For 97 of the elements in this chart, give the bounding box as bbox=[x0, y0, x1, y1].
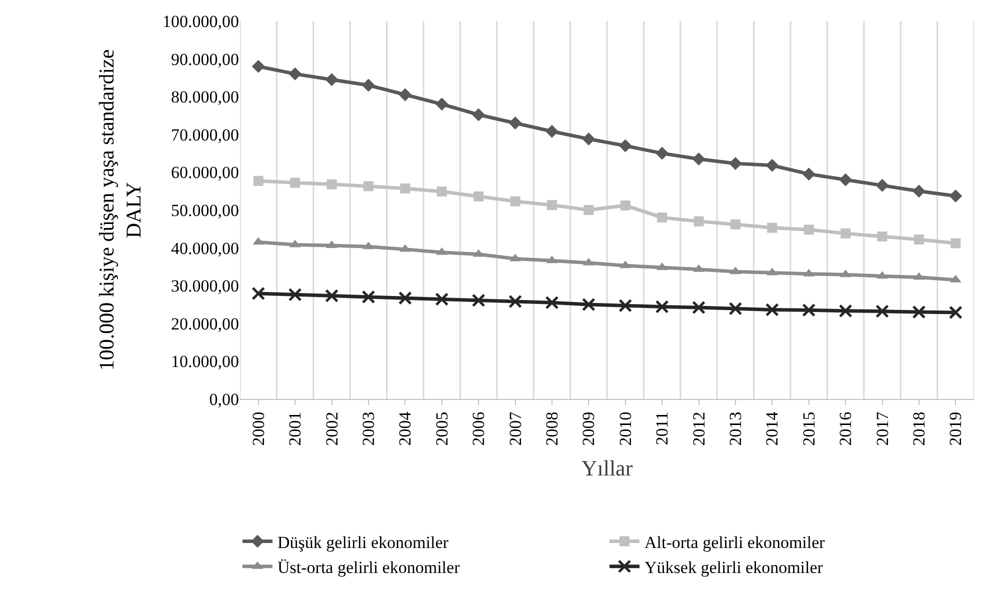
point bbox=[398, 291, 412, 305]
point bbox=[510, 196, 520, 206]
point bbox=[950, 238, 961, 248]
point bbox=[545, 296, 559, 310]
y-tick-label: 100.000,00 bbox=[162, 12, 239, 31]
point bbox=[766, 158, 779, 172]
point bbox=[474, 191, 484, 202]
point bbox=[252, 60, 265, 73]
x-tick-label: 2001 bbox=[286, 412, 305, 446]
x-tick-label: 2016 bbox=[836, 412, 856, 446]
point bbox=[545, 124, 558, 138]
x-tick-label: 2014 bbox=[762, 411, 782, 446]
y-tick-label: 90.000,00 bbox=[171, 50, 239, 69]
point bbox=[877, 231, 888, 242]
point bbox=[582, 132, 596, 146]
point bbox=[508, 116, 522, 130]
x-tick-label: 2008 bbox=[542, 412, 562, 446]
point bbox=[618, 139, 632, 152]
point bbox=[802, 303, 816, 317]
point bbox=[912, 305, 926, 319]
y-axis-title: 100.000 kişiye düşen yaşa standardize DALY bbox=[94, 49, 146, 371]
point bbox=[472, 108, 486, 122]
x-axis-title: Yıllar bbox=[581, 456, 634, 481]
x-tick-label: 2002 bbox=[322, 412, 342, 446]
point bbox=[472, 294, 486, 308]
point bbox=[252, 286, 266, 300]
point bbox=[655, 300, 669, 314]
point bbox=[326, 179, 337, 190]
point bbox=[728, 157, 742, 170]
point bbox=[839, 173, 852, 186]
point bbox=[435, 98, 448, 111]
point bbox=[948, 306, 962, 320]
point bbox=[692, 300, 706, 314]
point bbox=[288, 288, 302, 302]
point bbox=[253, 176, 264, 186]
point bbox=[582, 298, 596, 312]
point bbox=[914, 234, 924, 244]
y-tick-label: 70.000,00 bbox=[171, 125, 239, 144]
point bbox=[508, 294, 522, 308]
y-tick-label: 0,00 bbox=[209, 390, 239, 409]
point bbox=[363, 181, 374, 192]
x-tick-label: 2011 bbox=[652, 412, 672, 446]
x-tick-label: 2015 bbox=[799, 412, 818, 446]
point bbox=[765, 303, 779, 317]
point bbox=[657, 212, 668, 223]
point bbox=[400, 183, 410, 194]
point bbox=[656, 146, 669, 160]
x-tick-label: 2003 bbox=[358, 412, 378, 446]
legend-label: Yüksek gelirli ekonomiler bbox=[644, 558, 824, 578]
x-tick-label: 2018 bbox=[909, 412, 928, 446]
point bbox=[620, 200, 630, 210]
legend-label: Üst-orta gelirli ekonomiler bbox=[278, 558, 460, 578]
point bbox=[325, 289, 338, 303]
y-tick-label: 40.000,00 bbox=[171, 238, 239, 258]
point bbox=[912, 184, 926, 198]
y-tick-label: 80.000,00 bbox=[171, 88, 239, 107]
legend-label: Alt-orta gelirli ekonomiler bbox=[644, 532, 826, 552]
x-tick-label: 2004 bbox=[396, 411, 415, 446]
point bbox=[804, 224, 814, 235]
x-tick-label: 2000 bbox=[248, 412, 268, 446]
x-tick-label: 2006 bbox=[469, 412, 488, 446]
point bbox=[618, 298, 632, 312]
point bbox=[584, 205, 594, 215]
point bbox=[436, 186, 447, 196]
point bbox=[876, 178, 889, 192]
x-tick-label: 2009 bbox=[579, 412, 598, 446]
y-tick-label: 30.000,00 bbox=[171, 276, 239, 296]
point bbox=[398, 88, 412, 102]
legend-label: Düşük gelirli ekonomiler bbox=[278, 532, 449, 552]
x-tick-label: 2013 bbox=[726, 412, 745, 446]
point bbox=[802, 168, 816, 181]
point bbox=[840, 228, 851, 238]
point bbox=[730, 219, 740, 230]
x-tick-label: 2007 bbox=[506, 411, 525, 446]
point bbox=[728, 302, 742, 316]
point bbox=[694, 216, 704, 226]
y-tick-label: 50.000,00 bbox=[171, 200, 239, 220]
x-tick-label: 2017 bbox=[872, 411, 892, 446]
x-tick-label: 2019 bbox=[946, 412, 966, 446]
point bbox=[362, 78, 375, 92]
x-tick-label: 2005 bbox=[432, 412, 452, 446]
point bbox=[949, 190, 962, 203]
point bbox=[288, 67, 302, 80]
point bbox=[362, 290, 376, 304]
point bbox=[546, 200, 557, 210]
point bbox=[692, 152, 706, 166]
y-tick-label: 60.000,00 bbox=[171, 163, 239, 182]
point bbox=[325, 73, 338, 86]
point bbox=[838, 304, 852, 318]
y-tick-label: 10.000,00 bbox=[171, 352, 239, 372]
point bbox=[435, 292, 449, 306]
point bbox=[876, 304, 889, 318]
x-tick-label: 2012 bbox=[689, 412, 708, 446]
x-tick-label: 2010 bbox=[616, 412, 635, 446]
point bbox=[290, 178, 300, 188]
y-tick-label: 20.000,00 bbox=[171, 314, 239, 334]
point bbox=[767, 222, 778, 233]
